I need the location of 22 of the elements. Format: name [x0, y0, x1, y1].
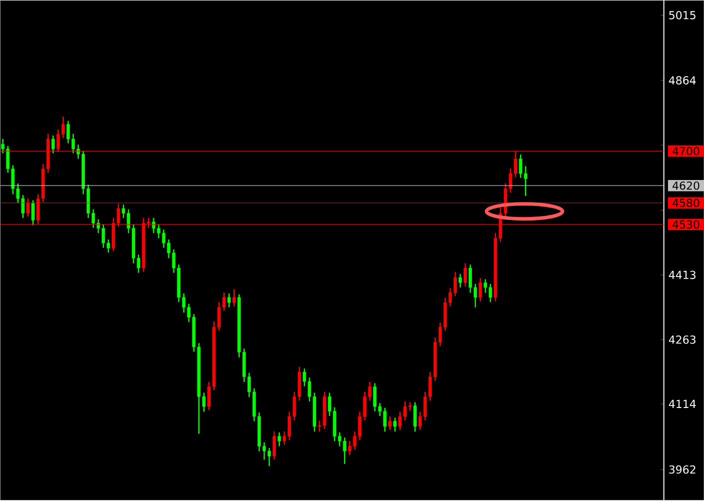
y-tick-label: 4864 — [668, 76, 696, 85]
candlestick — [272, 431, 276, 460]
candlestick — [413, 402, 417, 432]
ref-line-label: 4580 — [672, 198, 700, 208]
y-tick-label: 4263 — [668, 336, 696, 344]
y-tick-label: 4413 — [668, 270, 696, 280]
ref-line-label: 4530 — [672, 220, 700, 229]
candlestick — [51, 135, 55, 154]
y-tick-label: 5015 — [669, 11, 696, 20]
y-tick-label: 3962 — [669, 466, 696, 474]
candlestick — [393, 417, 397, 432]
ref-line-label: 4700 — [672, 147, 700, 156]
candlestick — [458, 274, 462, 288]
candlestick — [464, 262, 467, 288]
candlestick — [278, 432, 281, 447]
candlestick — [478, 278, 482, 302]
ref-line-label: 4620 — [672, 182, 700, 190]
candlestick — [227, 293, 231, 308]
candlestick — [232, 288, 236, 308]
y-tick-label: 4114 — [668, 400, 696, 408]
candlestick — [31, 200, 35, 226]
candlestick — [388, 416, 392, 431]
